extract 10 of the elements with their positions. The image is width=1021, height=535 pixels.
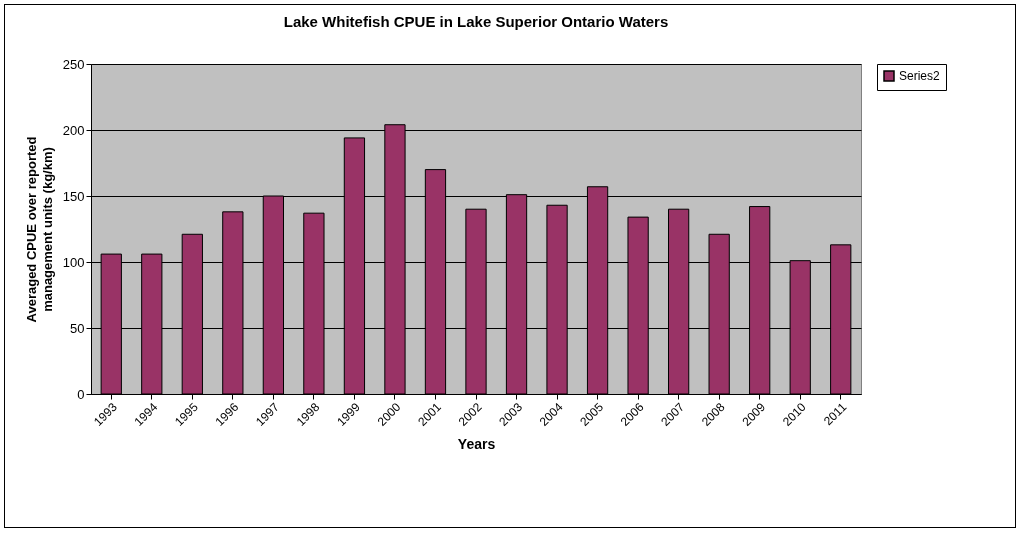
legend-label: Series2: [899, 69, 941, 83]
x-axis-title: Years: [457, 436, 496, 453]
y-tick-label: 250: [62, 56, 85, 72]
y-tick-label: 100: [62, 254, 85, 270]
y-tick-label: 50: [70, 320, 85, 336]
y-axis-title: Averaged CPUE over reported management units (kg/km): [23, 136, 55, 323]
y-tick-label: 150: [62, 188, 85, 204]
y-tick-label: 200: [62, 122, 85, 138]
y-tick-label: 0: [77, 386, 85, 402]
chart-title: Lake Whitefish CPUE in Lake Superior Ontario Waters: [283, 13, 669, 30]
